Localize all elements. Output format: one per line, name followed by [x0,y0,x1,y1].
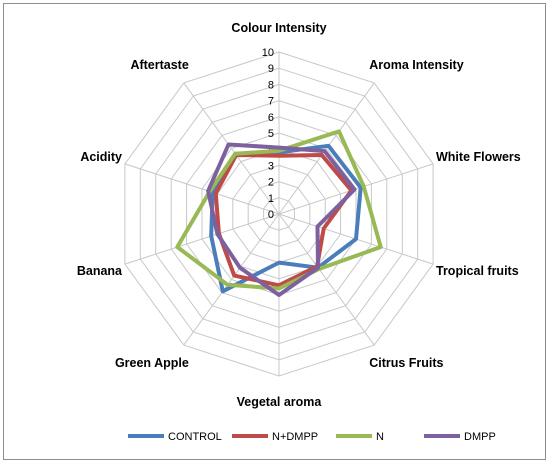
tick-label: 8 [268,79,274,91]
grid-spoke [278,213,375,346]
radar-grid [124,51,434,377]
chart-frame [3,3,546,460]
tick-label: 0 [268,209,274,221]
category-label: Green Apple [115,356,189,370]
category-label: Acidity [80,150,122,164]
tick-label: 3 [268,160,274,172]
grid-spoke [278,82,375,215]
legend-label: N+DMPP [272,431,318,443]
tick-label: 10 [262,47,274,59]
legend: CONTROL N+DMPP N DMPP [128,431,496,443]
tick-label: 9 [268,63,274,75]
category-label: White Flowers [436,150,521,164]
tick-label: 1 [268,193,274,205]
grid-spoke [124,213,280,265]
category-label: Vegetal aroma [237,395,323,409]
category-label: Aroma Intensity [369,58,464,72]
category-label: Aftertaste [130,58,188,72]
series-line-n [175,129,383,291]
grid-spoke [183,82,280,215]
category-label: Banana [77,264,123,278]
series-line-control [209,143,363,294]
tick-label: 2 [268,177,274,189]
category-label: Colour Intensity [231,21,326,35]
legend-label: DMPP [464,431,496,443]
category-labels: Colour Intensity Aroma Intensity White Flo… [77,21,521,409]
tick-label: 6 [268,112,274,124]
grid-spoke [124,163,280,215]
series-lines [175,129,383,297]
legend-label: N [376,431,384,443]
grid-spoke [183,213,280,346]
tick-label: 7 [268,96,274,108]
category-label: Tropical fruits [436,264,519,278]
series-line-n-dmpp [213,153,354,288]
category-label: Citrus Fruits [369,356,443,370]
tick-label: 5 [268,128,274,140]
series-line-dmpp [206,142,357,297]
legend-label: CONTROL [168,431,222,443]
